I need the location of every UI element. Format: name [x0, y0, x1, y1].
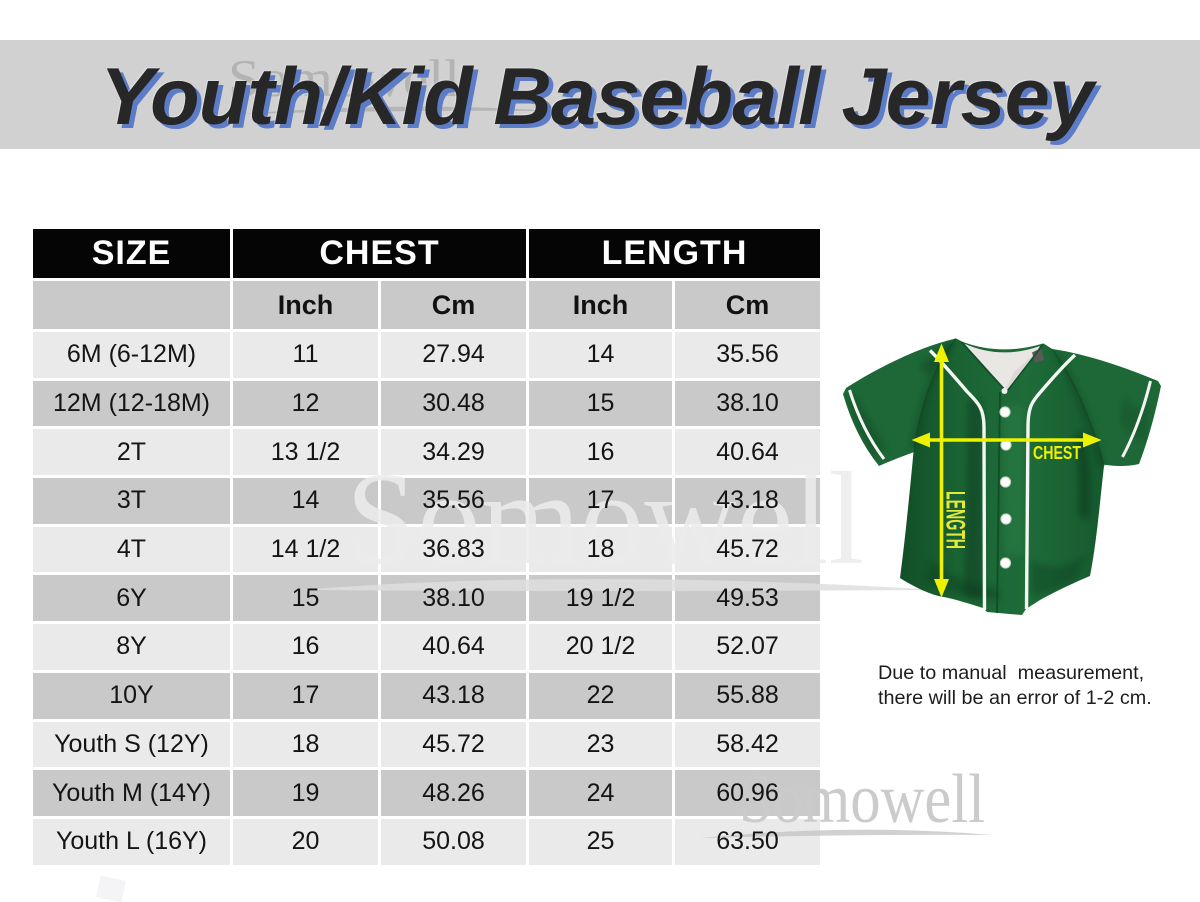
- svg-text:Somowell: Somowell: [346, 444, 864, 592]
- svg-text:Somowell: Somowell: [739, 761, 985, 838]
- svg-text:LENGTH: LENGTH: [941, 491, 971, 549]
- svg-text:Somowell: Somowell: [228, 50, 460, 108]
- svg-text:CHEST: CHEST: [1033, 442, 1082, 463]
